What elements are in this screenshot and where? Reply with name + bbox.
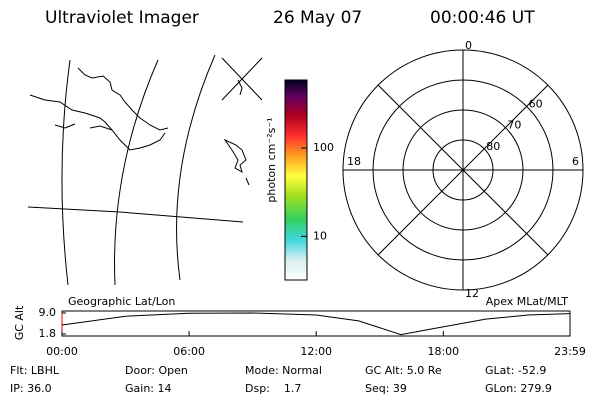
- mlat-ring: [372, 79, 554, 261]
- left-label: Geographic Lat/Lon: [68, 295, 175, 308]
- colorbar-tick-label: 10: [313, 229, 327, 242]
- x-tick-label: 06:00: [173, 345, 205, 358]
- x-tick-label: 18:00: [427, 345, 459, 358]
- y-label: GC Alt: [13, 305, 26, 340]
- colorbar-label: photon cm⁻²s⁻¹: [265, 117, 278, 202]
- polar-grid: [342, 49, 584, 291]
- x-tick-label: 12:00: [300, 345, 332, 358]
- status-field: Door: Open: [125, 364, 188, 377]
- colorbar: [284, 79, 308, 281]
- mlat-label: 70: [507, 119, 521, 132]
- altitude-line: [61, 312, 571, 336]
- time: 00:00:46 UT: [430, 8, 535, 28]
- status-field: IP: 36.0: [10, 382, 52, 395]
- status-field: Mode: Normal: [245, 364, 322, 377]
- date: 26 May 07: [273, 8, 362, 28]
- mlat-label: 80: [486, 140, 500, 153]
- status-field: Seq: 39: [365, 382, 407, 395]
- mlt-label: 12: [465, 287, 479, 300]
- mlat-ring: [402, 109, 524, 231]
- right-label: Apex MLat/MLT: [486, 295, 569, 308]
- y-tick-label: 9.0: [39, 306, 57, 319]
- mlat-label: 60: [529, 97, 543, 110]
- colorbar-tick-label: 100: [313, 141, 334, 154]
- y-tick-label: 1.8: [39, 327, 57, 340]
- x-tick-label: 00:00: [46, 345, 78, 358]
- status-field: Gain: 14: [125, 382, 172, 395]
- status-field: GLat: -52.9: [485, 364, 546, 377]
- mlt-label: 0: [465, 39, 472, 52]
- title: Ultraviolet Imager: [45, 8, 199, 28]
- x-tick-label: 23:59: [554, 345, 586, 358]
- status-field: Dsp: 1.7: [245, 382, 301, 395]
- mlt-label: 18: [347, 155, 361, 168]
- status-field: GLon: 279.9: [485, 382, 552, 395]
- status-field: GC Alt: 5.0 Re: [365, 364, 442, 377]
- status-field: Flt: LBHL: [10, 364, 60, 377]
- mlat-ring: [432, 139, 494, 201]
- footer: Flt: LBHL Door: Open Mode: Normal GC Alt: 5…: [10, 364, 552, 395]
- mlt-label: 6: [572, 155, 579, 168]
- map: [27, 54, 263, 286]
